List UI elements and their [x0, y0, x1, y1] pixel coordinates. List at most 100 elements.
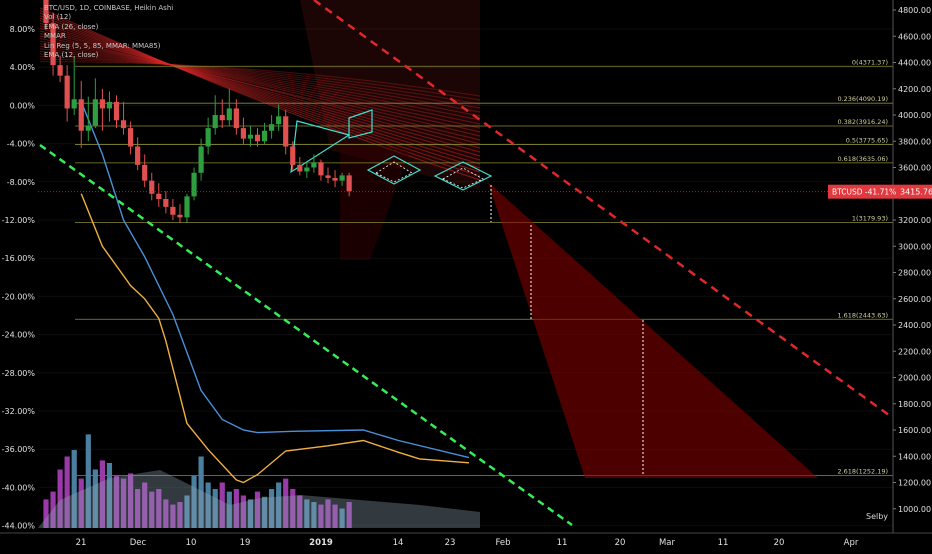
volume-bar — [92, 469, 98, 528]
price-tick-label: 1400.00 — [898, 452, 931, 461]
fib-level-label: 0.236(4090.19) — [837, 95, 888, 103]
price-tick-label: 3800.00 — [898, 137, 931, 146]
price-tag-label: BTCUSD -41.71% — [832, 188, 896, 197]
chart-legend: BTC/USD, 1D, COINBASE, Heikin Ashi Vol (… — [44, 4, 173, 60]
fib-level-label: 0.618(3635.06) — [837, 155, 888, 163]
percent-tick-label: -40.00% — [2, 483, 36, 492]
price-tick-label: 3000.00 — [898, 242, 931, 251]
candle-body — [283, 116, 289, 147]
candle-body — [135, 146, 141, 165]
candle-body — [85, 125, 91, 131]
volume-bar — [240, 495, 246, 528]
price-tick-label: 4400.00 — [898, 59, 931, 68]
date-tick-label: 2019 — [309, 538, 333, 548]
mmar-ribbon-line — [39, 48, 481, 117]
volume-bar — [219, 482, 225, 528]
legend-line-linreg: Lin Reg (5, 5, 85, MMAR: MMA85) — [44, 41, 161, 50]
percent-tick-label: -32.00% — [2, 407, 36, 416]
volume-bar — [311, 502, 317, 528]
fib-level-label: 1.618(2443.63) — [837, 311, 888, 319]
date-tick-label: Dec — [130, 538, 147, 548]
price-tick-label: 4600.00 — [898, 32, 931, 41]
legend-line-ema12: EMA (12, close) — [44, 51, 99, 60]
volume-bar — [304, 499, 310, 528]
candle-body — [128, 128, 134, 147]
volume-bar — [297, 495, 303, 528]
candle-body — [269, 124, 275, 131]
date-tick-label: 11 — [557, 538, 568, 548]
volume-bar — [226, 491, 232, 528]
green-dashed-trendline — [39, 143, 573, 527]
mmar-ribbon-line — [39, 17, 481, 165]
volume-bar — [78, 478, 84, 528]
date-tick-label: 23 — [445, 538, 456, 548]
volume-bar — [184, 495, 190, 528]
price-tick-label: 2000.00 — [898, 374, 931, 383]
volume-bar — [318, 504, 324, 528]
mmar-ribbon-line — [39, 27, 481, 149]
price-tick-label: 2200.00 — [898, 347, 931, 356]
volume-bar — [99, 460, 105, 528]
percent-tick-label: -36.00% — [2, 445, 36, 454]
price-tick-label: 1800.00 — [898, 400, 931, 409]
red-dashed-trendline — [313, 0, 894, 420]
price-tick-label: 1200.00 — [898, 479, 931, 488]
candle-body — [120, 120, 127, 129]
percent-tick-label: -20.00% — [2, 292, 36, 301]
percent-tick-label: -24.00% — [2, 331, 36, 340]
fib-level-label: 0.382(3916.24) — [837, 118, 888, 126]
candle-body — [254, 134, 261, 142]
mmar-ribbon-line — [39, 60, 481, 97]
candle-body — [99, 99, 105, 109]
ema26-line — [80, 101, 470, 459]
fib-level-label: 2.618(1252.19) — [837, 468, 888, 476]
price-tick-label: 2800.00 — [898, 269, 931, 278]
price-tag-box — [828, 184, 932, 199]
price-tick-label: 4800.00 — [898, 6, 931, 15]
volume-bar — [142, 482, 148, 528]
candle-body — [57, 65, 63, 76]
mmar-ribbon-line — [39, 43, 481, 125]
mmar-ribbon-line — [39, 22, 481, 157]
volume-bar — [128, 473, 134, 528]
fib-level-label: 0.5(3775.65) — [846, 136, 888, 144]
candle-body — [325, 175, 331, 178]
date-tick-label: 19 — [240, 538, 251, 548]
volume-bar — [283, 478, 289, 528]
candle-body — [276, 116, 282, 125]
date-tick-label: 20 — [774, 538, 785, 548]
volume-bar — [205, 482, 211, 528]
candle-body — [191, 172, 197, 197]
candle-body — [106, 101, 113, 109]
candle-body — [170, 206, 176, 215]
candle-body — [177, 214, 183, 218]
candle-body — [184, 196, 190, 218]
mmar-ribbon-line — [39, 58, 481, 101]
percent-tick-label: -8.00% — [7, 178, 36, 187]
candle-body — [339, 175, 345, 181]
candle-body — [240, 128, 246, 139]
ema12-line — [80, 193, 470, 484]
volume-bar — [247, 499, 254, 528]
candle-body — [113, 101, 120, 121]
mmar-shade — [300, 0, 480, 190]
candle-body — [198, 146, 204, 173]
candle-body — [318, 162, 324, 176]
volume-bar — [254, 491, 261, 528]
date-tick-label: Feb — [495, 538, 510, 548]
legend-title: BTC/USD, 1D, COINBASE, Heikin Ashi — [44, 4, 174, 12]
diamond-pattern-2 — [433, 161, 493, 191]
volume-bar — [50, 491, 56, 528]
volume-bar — [177, 502, 183, 528]
date-tick-label: 21 — [76, 538, 87, 548]
volume-ma-area — [38, 470, 480, 528]
candle-body — [332, 178, 338, 181]
candle-body — [142, 164, 148, 181]
mmar-ribbon-line — [39, 15, 481, 169]
price-tick-label: 3600.00 — [898, 164, 931, 173]
candle-body — [304, 167, 310, 172]
price-tick-label: 2600.00 — [898, 295, 931, 304]
diamond-pattern-1 — [366, 155, 422, 185]
